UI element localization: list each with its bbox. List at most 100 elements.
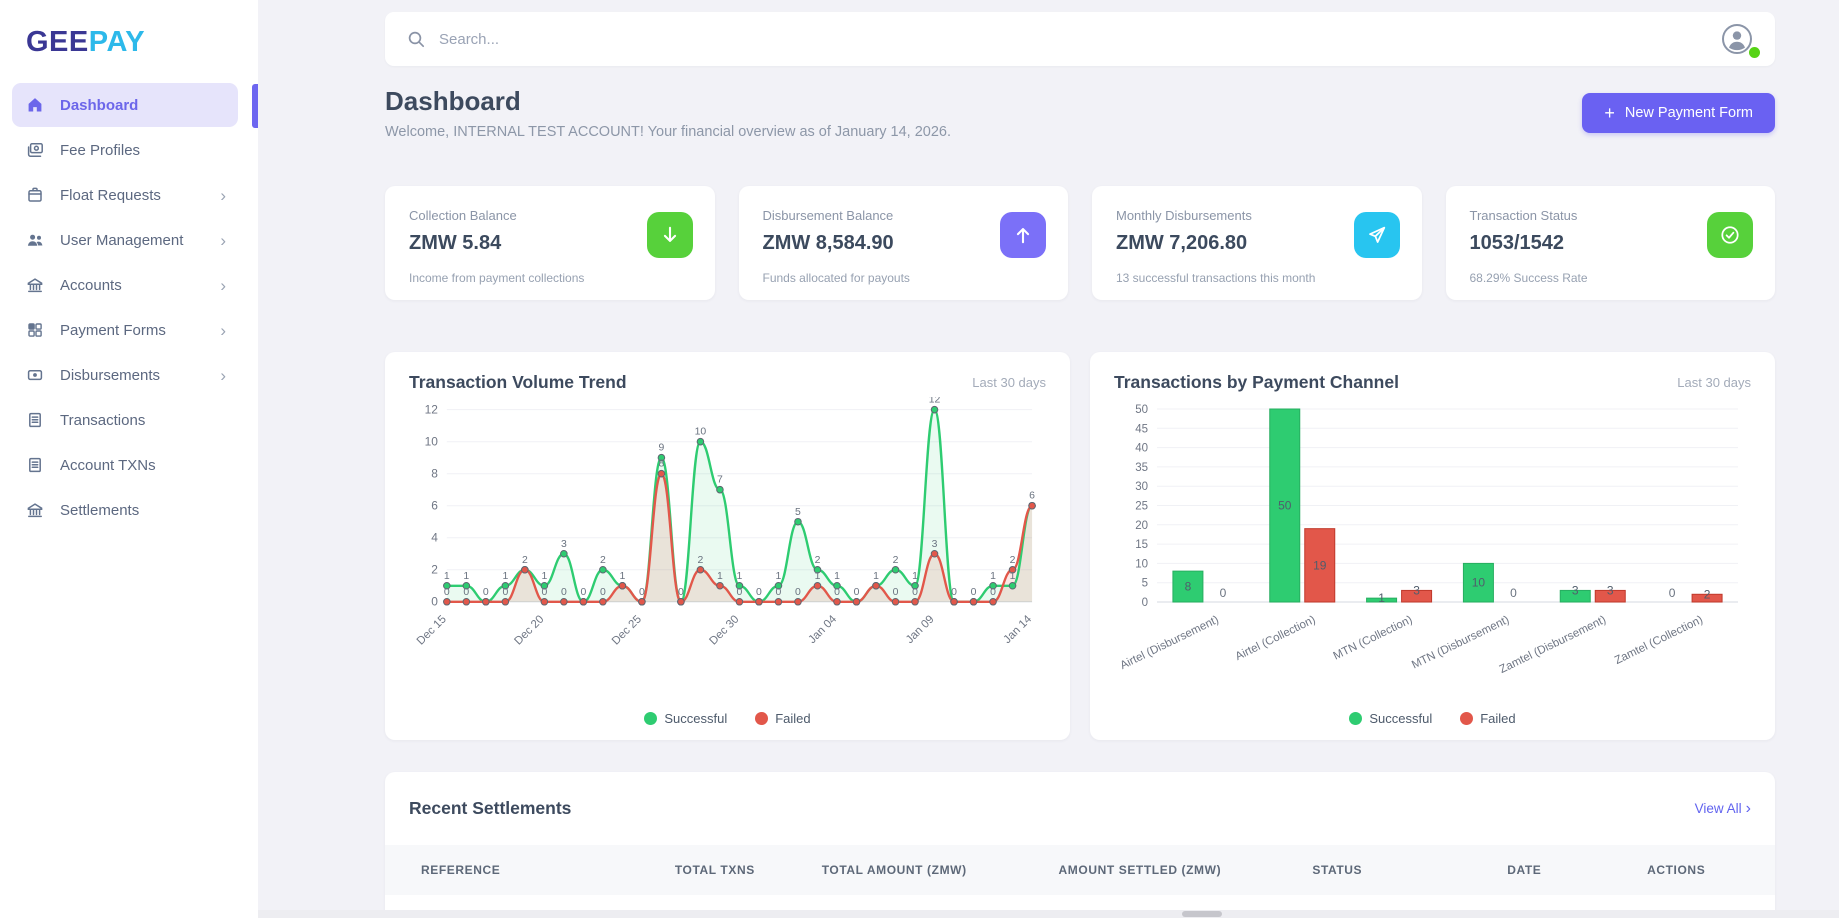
svg-text:0: 0 (463, 587, 469, 598)
search-bar[interactable] (407, 30, 1721, 49)
svg-text:5: 5 (795, 507, 801, 518)
sidebar-item-disbursements[interactable]: Disbursements › (12, 353, 238, 397)
horizontal-scrollbar[interactable] (258, 910, 1839, 918)
table-header-date: DATE (1507, 863, 1542, 877)
arrow-up-icon (1000, 212, 1046, 258)
svg-text:0: 0 (971, 587, 977, 598)
legend-item-successful[interactable]: Successful (1349, 711, 1432, 726)
user-avatar[interactable] (1721, 23, 1760, 58)
sidebar-nav: Dashboard Fee Profiles Float Requests › User… (0, 83, 258, 532)
svg-text:7: 7 (717, 475, 723, 486)
sidebar-item-transactions[interactable]: Transactions (12, 398, 238, 442)
svg-text:0: 0 (1669, 586, 1676, 600)
stat-card-monthly-disbursements: Monthly Disbursements ZMW 7,206.80 13 succ… (1092, 186, 1422, 300)
user-avatar-icon (1722, 24, 1752, 54)
topbar (385, 12, 1775, 66)
svg-text:1: 1 (541, 571, 547, 582)
legend-item-failed[interactable]: Failed (755, 711, 811, 726)
stat-card-collection-balance: Collection Balance ZMW 5.84 Income from pa… (385, 186, 715, 300)
svg-text:3: 3 (1413, 583, 1420, 597)
chevron-right-icon: › (220, 275, 226, 295)
svg-text:20: 20 (1135, 520, 1148, 532)
stat-card-transaction-status: Transaction Status 1053/1542 68.29% Succes… (1445, 186, 1775, 300)
stat-description: 68.29% Success Rate (1469, 271, 1588, 285)
sidebar-item-label: Accounts (60, 276, 122, 294)
svg-text:Zamtel (Collection): Zamtel (Collection) (1613, 614, 1705, 667)
svg-text:1: 1 (776, 571, 782, 582)
logo-part-secondary: PAY (88, 26, 146, 58)
svg-text:1: 1 (873, 571, 879, 582)
transactions-icon (26, 411, 44, 429)
chart-period-label: Last 30 days (1677, 375, 1751, 390)
sidebar-item-settlements[interactable]: Settlements (12, 488, 238, 532)
fee-profiles-icon (26, 141, 44, 159)
sidebar-item-user-management[interactable]: User Management › (12, 218, 238, 262)
svg-text:9: 9 (659, 443, 665, 454)
legend-item-failed[interactable]: Failed (1460, 711, 1516, 726)
search-input[interactable] (439, 30, 859, 48)
svg-text:15: 15 (1135, 539, 1148, 551)
stat-description: Funds allocated for payouts (762, 271, 910, 285)
stat-value: ZMW 5.84 (409, 232, 502, 254)
stat-label: Disbursement Balance (762, 208, 894, 223)
new-payment-form-button[interactable]: + New Payment Form (1582, 93, 1775, 133)
settlements-icon (26, 501, 44, 519)
sidebar-item-dashboard[interactable]: Dashboard (12, 83, 238, 127)
svg-text:0: 0 (483, 587, 489, 598)
chevron-right-icon: › (1745, 799, 1751, 817)
svg-text:0: 0 (561, 587, 567, 598)
svg-text:1: 1 (502, 571, 508, 582)
sidebar-item-accounts[interactable]: Accounts › (12, 263, 238, 307)
stat-label: Monthly Disbursements (1116, 208, 1252, 223)
online-status-dot (1749, 47, 1760, 58)
accounts-icon (26, 276, 44, 294)
stat-label: Collection Balance (409, 208, 517, 223)
legend-label: Failed (1480, 711, 1516, 726)
table-header-amount-settled-zmw-: AMOUNT SETTLED (ZMW) (1058, 863, 1222, 877)
account-txns-icon (26, 456, 44, 474)
svg-text:1: 1 (463, 571, 469, 582)
horizontal-scrollbar-thumb[interactable] (1182, 911, 1222, 917)
line-chart-legend: Successful Failed (409, 711, 1046, 726)
stat-cards-row: Collection Balance ZMW 5.84 Income from pa… (385, 186, 1775, 300)
sidebar-item-float-requests[interactable]: Float Requests › (12, 173, 238, 217)
sidebar-item-fee-profiles[interactable]: Fee Profiles (12, 128, 238, 172)
svg-text:6: 6 (1029, 491, 1035, 502)
svg-text:45: 45 (1135, 423, 1148, 435)
chart-title: Transactions by Payment Channel (1114, 372, 1399, 392)
sidebar-item-account-txns[interactable]: Account TXNs (12, 443, 238, 487)
svg-text:0: 0 (639, 587, 645, 598)
stat-value: 1053/1542 (1469, 232, 1565, 254)
settlements-table-header: REFERENCE TOTAL TXNS TOTAL AMOUNT (ZMW) AMO… (385, 845, 1775, 895)
svg-text:30: 30 (1135, 481, 1148, 493)
svg-text:1: 1 (912, 571, 918, 582)
sidebar-item-payment-forms[interactable]: Payment Forms › (12, 308, 238, 352)
view-all-link[interactable]: View All › (1695, 800, 1751, 818)
table-header-reference: REFERENCE (421, 863, 501, 877)
table-header-total-amount-zmw-: TOTAL AMOUNT (ZMW) (821, 863, 967, 877)
chevron-right-icon: › (220, 185, 226, 205)
sidebar-item-label: Float Requests (60, 186, 161, 204)
legend-label: Successful (664, 711, 728, 726)
svg-text:2: 2 (1010, 555, 1016, 566)
svg-text:0: 0 (1510, 586, 1517, 600)
legend-dot (644, 712, 658, 725)
legend-label: Successful (1369, 711, 1433, 726)
sidebar-item-label: Payment Forms (60, 321, 166, 339)
legend-item-successful[interactable]: Successful (644, 711, 727, 726)
stat-label: Transaction Status (1469, 208, 1578, 223)
svg-text:Jan 14: Jan 14 (1001, 613, 1034, 646)
recent-settlements-card: Recent Settlements View All › REFERENCE T… (385, 772, 1775, 912)
sidebar-item-label: Fee Profiles (60, 141, 141, 159)
svg-text:0: 0 (431, 595, 438, 609)
svg-text:1: 1 (717, 571, 723, 582)
svg-text:3: 3 (932, 539, 938, 550)
svg-text:MTN (Collection): MTN (Collection) (1332, 614, 1415, 663)
svg-text:2: 2 (815, 555, 821, 566)
svg-text:50: 50 (1135, 404, 1148, 416)
svg-text:Jan 04: Jan 04 (806, 613, 839, 646)
svg-text:0: 0 (502, 587, 508, 598)
svg-text:0: 0 (600, 587, 606, 598)
active-item-indicator (252, 84, 258, 128)
stat-description: 13 successful transactions this month (1116, 271, 1316, 285)
